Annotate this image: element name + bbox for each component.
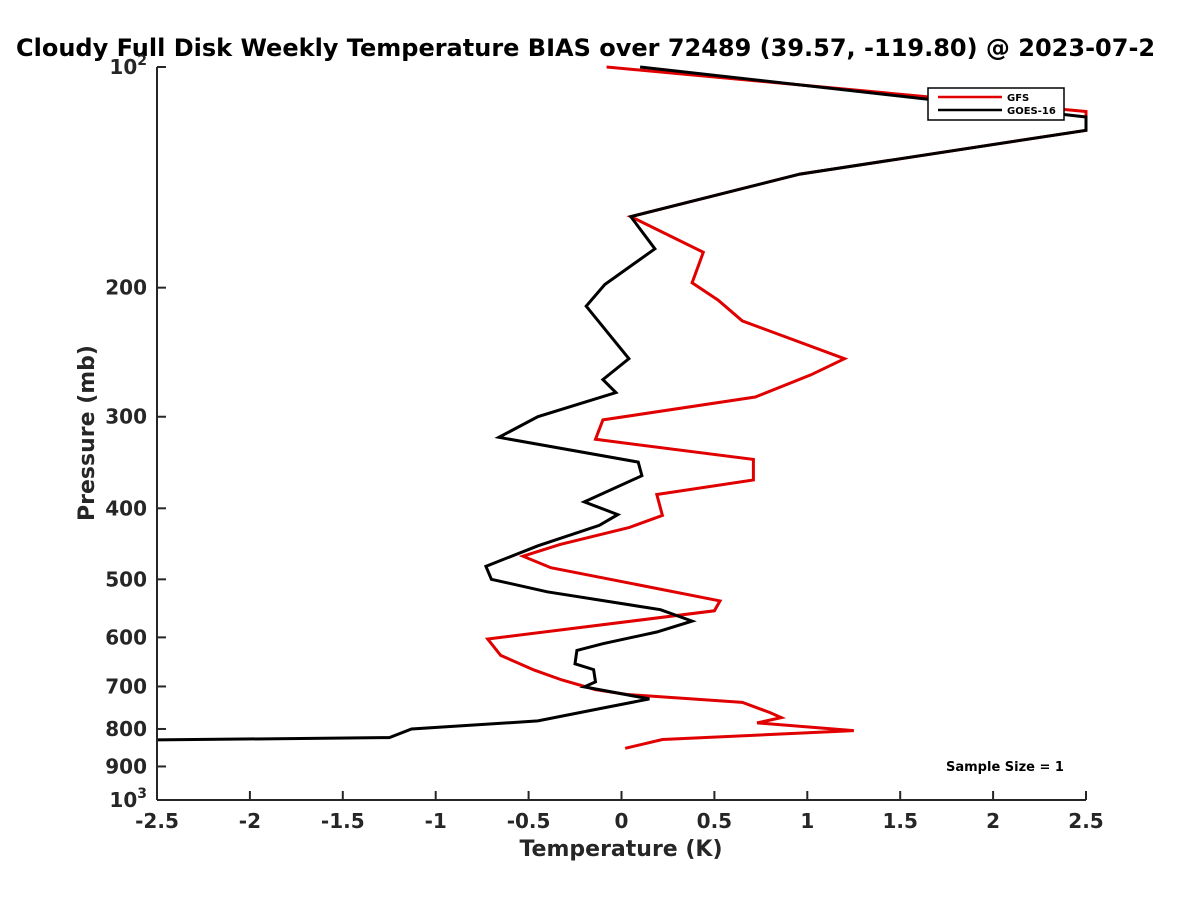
series-line-gfs: [484, 65, 1088, 750]
legend: GFS GOES-16: [927, 87, 1065, 121]
y-tick-label: 300: [105, 405, 147, 429]
y-tick-label: 103: [109, 786, 147, 812]
chart-title: Cloudy Full Disk Weekly Temperature BIAS…: [16, 34, 1155, 62]
legend-label-goes-16: GOES-16: [1007, 106, 1056, 117]
y-tick-label: 900: [105, 754, 147, 778]
y-tick-label: 700: [105, 674, 147, 698]
axes-layer: -2.5 -2 -1.5 -1 -0.5 0 0.5 1 1.5 2 2.5 102 200 300 400…: [105, 53, 1103, 833]
x-tick-label: 2: [986, 809, 1000, 833]
legend-label-gfs: GFS: [1007, 93, 1029, 104]
x-axis-label: Temperature (K): [519, 837, 722, 862]
x-tick-label: -2.5: [135, 809, 179, 833]
y-tick-label: 200: [105, 276, 147, 300]
x-tick-label: 1.5: [882, 809, 917, 833]
x-tick-label: 2.5: [1068, 809, 1103, 833]
sample-size-annotation: Sample Size = 1: [946, 760, 1064, 775]
y-tick-label: 500: [105, 567, 147, 591]
x-tick-label: -1.5: [321, 809, 365, 833]
series-layer: [156, 65, 1088, 750]
y-tick-label: 600: [105, 625, 147, 649]
y-axis-label: Pressure (mb): [75, 345, 100, 521]
x-tick-label: -2: [239, 809, 261, 833]
y-tick-label: 400: [105, 496, 147, 520]
x-tick-label: -0.5: [507, 809, 551, 833]
legend-box: [927, 87, 1065, 121]
x-tick-label: -1: [425, 809, 447, 833]
x-tick-label: 0: [615, 809, 629, 833]
series-line-goes-16: [156, 65, 1088, 742]
y-tick-label: 800: [105, 717, 147, 741]
x-tick-label: 1: [800, 809, 814, 833]
y-tick-label: 102: [109, 53, 147, 79]
x-tick-label: 0.5: [697, 809, 732, 833]
